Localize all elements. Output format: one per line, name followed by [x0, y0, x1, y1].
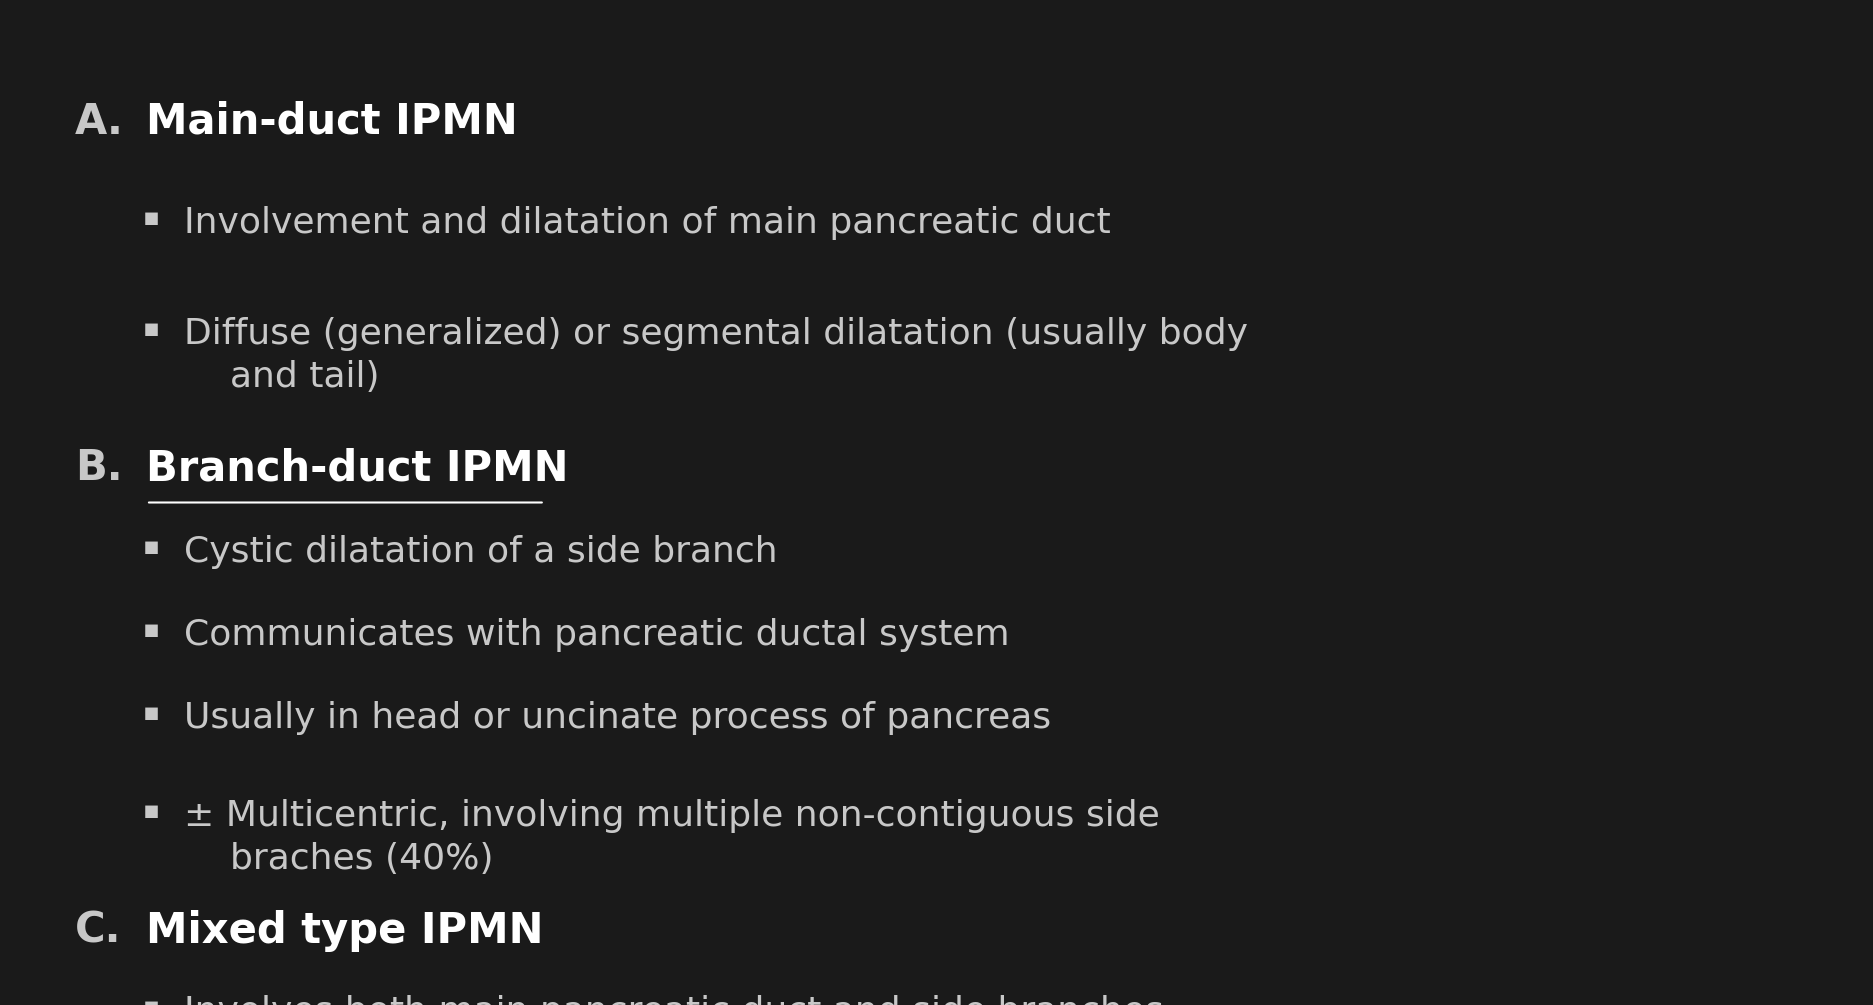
Text: ▪: ▪ [142, 535, 159, 559]
Text: Diffuse (generalized) or segmental dilatation (usually body
    and tail): Diffuse (generalized) or segmental dilat… [184, 317, 1247, 394]
Text: Cystic dilatation of a side branch: Cystic dilatation of a side branch [184, 535, 777, 569]
Text: ▪: ▪ [142, 206, 159, 230]
Text: Mixed type IPMN: Mixed type IPMN [146, 910, 543, 952]
Text: ▪: ▪ [142, 995, 159, 1005]
Text: A.: A. [75, 100, 124, 143]
Text: ▪: ▪ [142, 317, 159, 341]
Text: C.: C. [75, 910, 122, 952]
Text: B.: B. [75, 447, 122, 489]
Text: Branch-duct IPMN: Branch-duct IPMN [146, 447, 569, 489]
Text: Communicates with pancreatic ductal system: Communicates with pancreatic ductal syst… [184, 618, 1010, 652]
Text: Main-duct IPMN: Main-duct IPMN [146, 100, 517, 143]
Text: ▪: ▪ [142, 799, 159, 823]
Text: ▪: ▪ [142, 618, 159, 642]
Text: Involvement and dilatation of main pancreatic duct: Involvement and dilatation of main pancr… [184, 206, 1111, 240]
Text: ▪: ▪ [142, 701, 159, 726]
Text: ± Multicentric, involving multiple non-contiguous side
    braches (40%): ± Multicentric, involving multiple non-c… [184, 799, 1159, 876]
Text: Involves both main pancreatic duct and side branches: Involves both main pancreatic duct and s… [184, 995, 1163, 1005]
Text: Usually in head or uncinate process of pancreas: Usually in head or uncinate process of p… [184, 701, 1051, 736]
